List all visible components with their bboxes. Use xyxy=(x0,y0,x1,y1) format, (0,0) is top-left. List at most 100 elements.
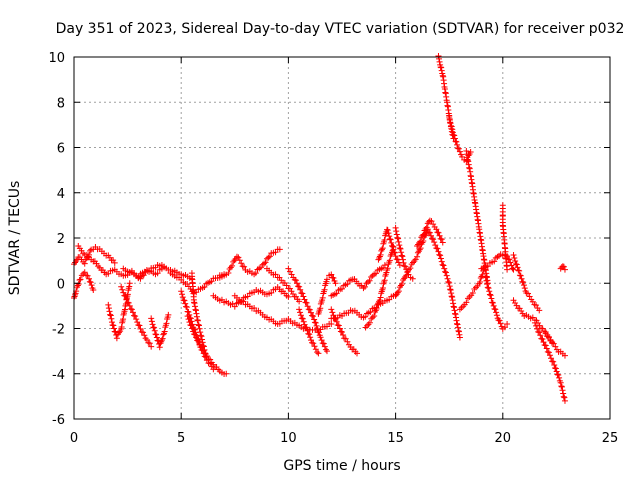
data-point xyxy=(335,322,342,329)
data-point xyxy=(295,283,302,290)
data-point xyxy=(362,313,369,320)
data-point xyxy=(90,287,97,294)
data-point xyxy=(491,305,498,312)
data-point xyxy=(454,145,461,152)
data-point xyxy=(394,234,401,241)
data-point xyxy=(296,306,303,313)
data-point xyxy=(516,272,523,279)
data-point xyxy=(454,141,461,148)
tick-labels: 0 5 10 15 20 25 -6 -4 -2 0 2 4 6 8 10 xyxy=(48,51,618,446)
data-point xyxy=(392,224,399,231)
data-point xyxy=(322,346,329,353)
data-point xyxy=(133,316,140,323)
data-point xyxy=(433,245,440,252)
data-point xyxy=(154,270,161,277)
data-point xyxy=(299,315,306,322)
data-point xyxy=(106,308,113,315)
chart-title: Day 351 of 2023, Sidereal Day-to-day VTE… xyxy=(56,21,625,37)
data-point xyxy=(124,299,131,306)
data-point xyxy=(391,249,398,256)
data-point xyxy=(372,270,379,277)
data-point xyxy=(535,328,542,335)
data-point xyxy=(390,246,397,253)
data-point xyxy=(429,235,436,242)
data-point xyxy=(400,259,407,266)
data-point xyxy=(384,226,391,233)
data-point xyxy=(238,260,245,267)
data-point xyxy=(135,322,142,329)
data-point xyxy=(312,346,319,353)
data-point xyxy=(453,138,460,145)
data-point xyxy=(432,242,439,249)
data-point xyxy=(317,305,324,312)
data-point xyxy=(227,264,234,271)
data-point xyxy=(185,316,192,323)
data-point xyxy=(479,271,486,278)
data-point xyxy=(315,328,322,335)
data-point xyxy=(543,345,550,352)
data-point xyxy=(436,58,443,65)
data-point xyxy=(292,277,299,284)
data-point xyxy=(196,340,203,347)
data-point xyxy=(469,290,476,296)
data-point xyxy=(303,299,310,306)
data-point xyxy=(200,343,207,350)
data-point xyxy=(410,259,417,266)
data-point xyxy=(311,316,318,323)
data-point xyxy=(199,336,206,343)
data-point xyxy=(151,324,158,331)
data-point xyxy=(393,231,400,238)
data-point xyxy=(536,307,543,314)
data-point xyxy=(557,379,564,386)
data-point xyxy=(536,329,543,336)
data-point xyxy=(88,282,95,289)
data-point xyxy=(433,226,440,233)
data-point xyxy=(376,255,383,262)
data-point xyxy=(514,264,521,271)
data-point xyxy=(414,253,421,260)
data-point xyxy=(131,312,138,319)
data-point xyxy=(436,232,443,239)
data-point xyxy=(138,328,145,335)
data-point xyxy=(303,324,310,331)
data-point xyxy=(419,232,426,239)
data-point xyxy=(179,291,186,298)
data-point xyxy=(376,297,383,304)
data-point xyxy=(108,315,115,322)
data-point xyxy=(182,300,189,307)
data-point xyxy=(329,309,336,316)
data-point xyxy=(308,312,315,319)
data-point xyxy=(81,269,88,276)
data-point xyxy=(381,236,388,243)
data-point xyxy=(134,319,141,326)
data-point xyxy=(379,245,386,252)
data-point xyxy=(558,383,565,390)
data-point xyxy=(552,365,559,372)
data-point xyxy=(293,293,300,300)
data-point xyxy=(456,334,463,341)
data-point xyxy=(492,306,499,313)
data-point xyxy=(330,275,337,282)
data-point xyxy=(229,262,236,269)
data-point xyxy=(446,117,453,123)
data-point xyxy=(194,337,201,344)
data-point xyxy=(401,262,408,269)
data-point xyxy=(512,299,519,306)
data-point xyxy=(486,288,493,295)
data-point xyxy=(151,327,158,334)
data-point xyxy=(534,325,541,332)
data-point xyxy=(397,245,404,252)
data-point xyxy=(339,285,345,292)
data-point xyxy=(72,291,79,298)
data-point xyxy=(484,263,491,270)
data-point xyxy=(533,322,540,329)
data-point xyxy=(449,129,456,136)
data-point xyxy=(387,236,394,243)
data-point xyxy=(197,329,204,336)
data-point xyxy=(312,319,319,326)
data-point xyxy=(509,265,516,272)
data-point xyxy=(193,334,200,341)
y-axis-label: SDTVAR / TECUs xyxy=(7,181,23,296)
data-point xyxy=(202,350,209,357)
